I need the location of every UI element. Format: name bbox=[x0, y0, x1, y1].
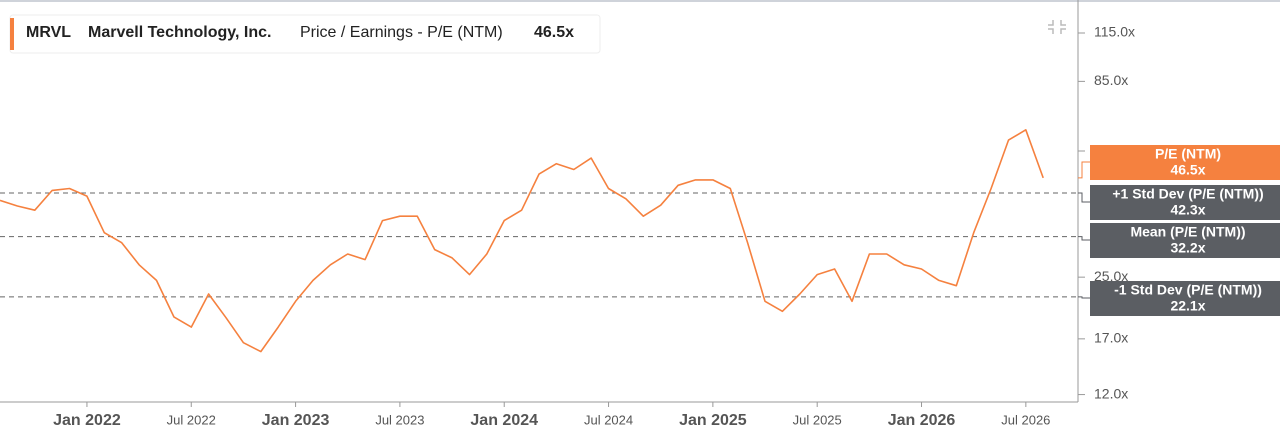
tag-connector bbox=[1078, 296, 1090, 299]
tag-name: Mean (P/E (NTM)) bbox=[1130, 224, 1245, 240]
value-tag: -1 Std Dev (P/E (NTM))22.1x bbox=[1078, 281, 1280, 316]
x-tick-label: Jul 2024 bbox=[584, 412, 633, 427]
header-accent bbox=[10, 18, 14, 50]
value-tag: +1 Std Dev (P/E (NTM))42.3x bbox=[1078, 185, 1280, 220]
y-tick-label: 17.0x bbox=[1094, 330, 1128, 346]
tag-name: -1 Std Dev (P/E (NTM)) bbox=[1114, 282, 1262, 298]
x-tick-label: Jan 2022 bbox=[53, 412, 121, 429]
tag-name: P/E (NTM) bbox=[1155, 146, 1221, 162]
tag-value: 22.1x bbox=[1170, 298, 1205, 314]
collapse-icon[interactable] bbox=[1048, 20, 1066, 34]
header-value: 46.5x bbox=[534, 24, 574, 41]
x-tick-label: Jul 2025 bbox=[793, 412, 842, 427]
tag-box bbox=[1090, 281, 1280, 316]
y-tick-label: 12.0x bbox=[1094, 385, 1128, 401]
tag-value: 42.3x bbox=[1170, 202, 1205, 218]
tag-box bbox=[1090, 223, 1280, 258]
y-tick-label: 85.0x bbox=[1094, 72, 1128, 88]
value-tag: Mean (P/E (NTM))32.2x bbox=[1078, 223, 1280, 258]
tag-box bbox=[1090, 185, 1280, 220]
ticker: MRVL bbox=[26, 24, 71, 41]
x-tick-label: Jan 2023 bbox=[262, 412, 330, 429]
tag-box bbox=[1090, 145, 1280, 180]
x-tick-label: Jan 2024 bbox=[470, 412, 538, 429]
x-tick-label: Jul 2026 bbox=[1001, 412, 1050, 427]
value-tag: P/E (NTM)46.5x bbox=[1078, 145, 1280, 180]
tag-name: +1 Std Dev (P/E (NTM)) bbox=[1112, 186, 1263, 202]
tag-connector bbox=[1078, 161, 1090, 179]
x-tick-label: Jul 2023 bbox=[375, 412, 424, 427]
company: Marvell Technology, Inc. bbox=[88, 24, 271, 41]
metric: Price / Earnings - P/E (NTM) bbox=[300, 24, 503, 41]
y-tick-label: 115.0x bbox=[1094, 24, 1135, 40]
tag-connector bbox=[1078, 236, 1090, 241]
price-line bbox=[0, 129, 1044, 353]
x-tick-label: Jan 2025 bbox=[679, 412, 747, 429]
header: MRVL Marvell Technology, Inc. Price / Ea… bbox=[9, 14, 601, 54]
x-tick-label: Jan 2026 bbox=[888, 412, 956, 429]
tag-value: 46.5x bbox=[1170, 162, 1205, 178]
tag-connector bbox=[1078, 192, 1090, 203]
y-tick-label: 25.0x bbox=[1094, 268, 1128, 284]
x-tick-label: Jul 2022 bbox=[167, 412, 216, 427]
tag-value: 32.2x bbox=[1170, 240, 1205, 256]
